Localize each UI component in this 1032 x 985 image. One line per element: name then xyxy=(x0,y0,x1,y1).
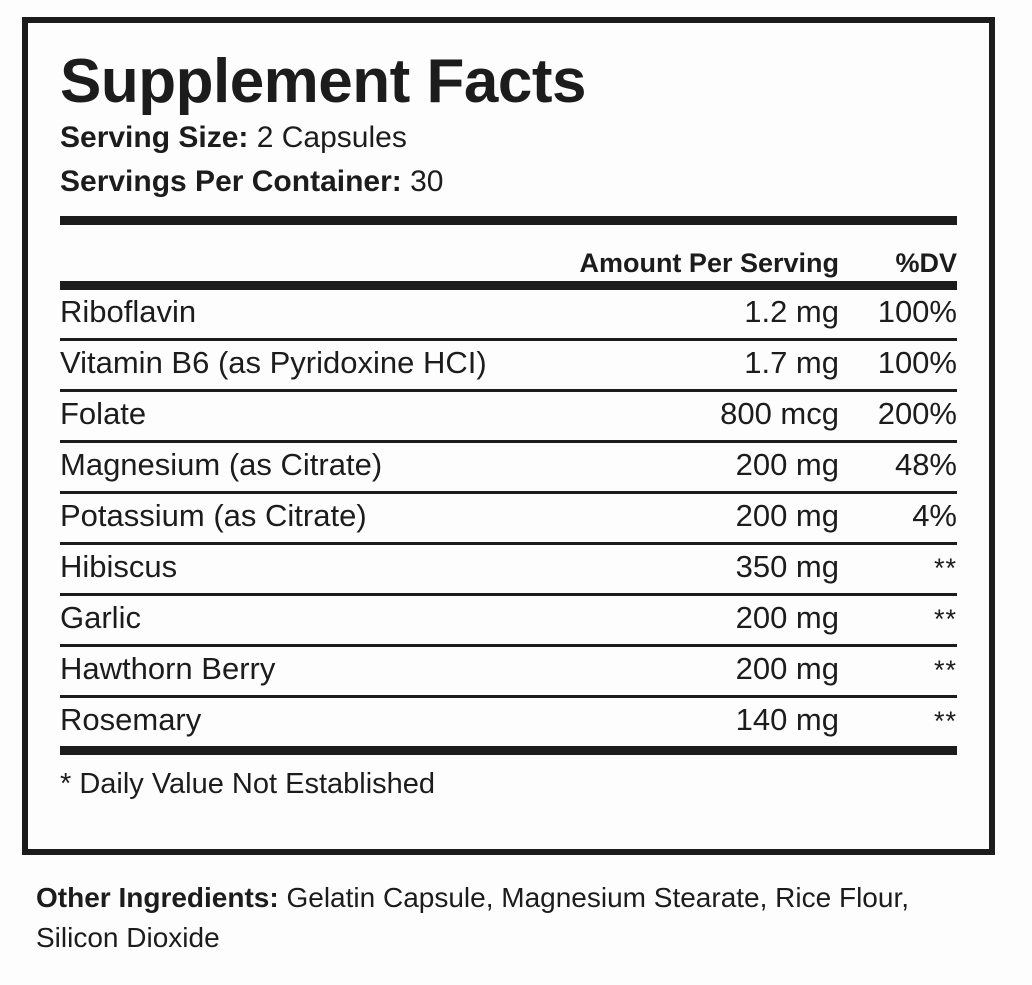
servings-per-container-value: 30 xyxy=(410,165,444,199)
other-ingredients-label: Other Ingredients: xyxy=(36,882,279,913)
table-row: Hawthorn Berry 200 mg ** xyxy=(60,647,957,695)
column-header-dv: %DV xyxy=(895,247,957,278)
nutrient-name: Rosemary xyxy=(60,701,202,737)
nutrient-amount: 800 mcg xyxy=(720,395,839,431)
page-title: Supplement Facts xyxy=(60,47,587,116)
divider-thin xyxy=(60,541,957,545)
table-row: Potassium (as Citrate) 200 mg 4% xyxy=(60,494,957,542)
other-ingredients-value: Gelatin Capsule, Magnesium Stearate, Ric… xyxy=(36,882,910,953)
nutrient-amount: 350 mg xyxy=(735,548,839,584)
nutrient-name: Riboflavin xyxy=(60,293,197,329)
nutrient-daily-value: 100% xyxy=(877,344,957,380)
divider-thin xyxy=(60,337,957,341)
spacer xyxy=(60,202,957,216)
table-row: Riboflavin 1.2 mg 100% xyxy=(60,290,957,338)
nutrient-amount: 200 mg xyxy=(735,497,839,533)
panel-inner: Supplement Facts Serving Size: 2 Capsule… xyxy=(28,51,989,877)
nutrient-name: Hibiscus xyxy=(60,548,178,584)
divider-thin xyxy=(60,643,957,647)
other-ingredients: Other Ingredients: Gelatin Capsule, Magn… xyxy=(36,878,996,958)
daily-value-footnote: * Daily Value Not Established xyxy=(60,767,436,800)
nutrient-daily-value: 48% xyxy=(894,446,957,482)
nutrient-name: Folate xyxy=(60,395,147,431)
divider-thin xyxy=(60,592,957,596)
nutrient-table: Riboflavin 1.2 mg 100% Vitamin B6 (as Pyrid… xyxy=(60,290,957,746)
nutrient-name: Hawthorn Berry xyxy=(60,650,276,686)
nutrient-name: Garlic xyxy=(60,599,141,635)
nutrient-name: Magnesium (as Citrate) xyxy=(60,446,383,482)
table-row: Vitamin B6 (as Pyridoxine HCI) 1.7 mg 100% xyxy=(60,341,957,389)
servings-per-container-label: Servings Per Container: xyxy=(60,165,402,199)
nutrient-amount: 200 mg xyxy=(735,599,839,635)
nutrient-name: Potassium (as Citrate) xyxy=(60,497,367,533)
table-row: Garlic 200 mg ** xyxy=(60,596,957,644)
servings-per-container-line: Servings Per Container: 30 xyxy=(60,163,957,201)
divider-thin xyxy=(60,694,957,698)
supplement-facts-panel: Supplement Facts Serving Size: 2 Capsule… xyxy=(22,17,995,855)
table-row: Rosemary 140 mg ** xyxy=(60,698,957,746)
table-row: Folate 800 mcg 200% xyxy=(60,392,957,440)
divider-thick-footnote xyxy=(60,745,957,755)
nutrient-daily-value: 4% xyxy=(912,497,957,533)
nutrient-amount: 140 mg xyxy=(735,701,839,737)
nutrient-daily-value: ** xyxy=(933,654,957,685)
table-row: Hibiscus 350 mg ** xyxy=(60,545,957,593)
divider-thin xyxy=(60,388,957,392)
serving-size-label: Serving Size: xyxy=(60,121,249,154)
nutrient-daily-value: ** xyxy=(933,552,957,583)
column-header-amount: Amount Per Serving xyxy=(579,247,839,278)
nutrient-daily-value: ** xyxy=(933,603,957,634)
divider-thin xyxy=(60,490,957,494)
nutrient-amount: 200 mg xyxy=(735,446,839,482)
nutrient-daily-value: 100% xyxy=(877,293,957,329)
divider-thick-top xyxy=(60,215,957,225)
nutrient-name: Vitamin B6 (as Pyridoxine HCI) xyxy=(60,344,487,380)
nutrient-daily-value: ** xyxy=(933,705,957,736)
serving-size-value: 2 Capsules xyxy=(256,121,407,154)
divider-thick-header xyxy=(60,280,957,290)
table-row: Magnesium (as Citrate) 200 mg 48% xyxy=(60,443,957,491)
nutrient-amount: 1.2 mg xyxy=(744,293,839,329)
nutrient-daily-value: 200% xyxy=(877,395,957,431)
serving-size-line: Serving Size: 2 Capsules xyxy=(60,119,957,157)
divider-thin xyxy=(60,439,957,443)
column-header-row: Amount Per Serving %DV xyxy=(60,225,957,281)
nutrient-amount: 200 mg xyxy=(735,650,839,686)
nutrient-amount: 1.7 mg xyxy=(744,344,839,380)
